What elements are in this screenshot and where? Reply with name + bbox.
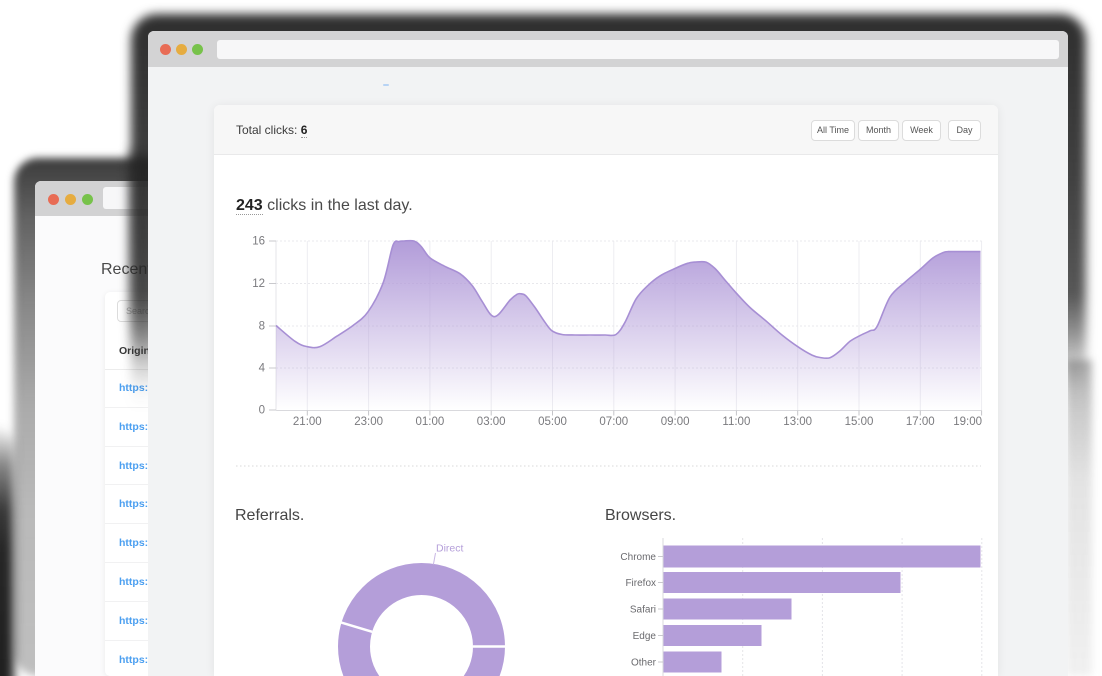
svg-text:4: 4 bbox=[259, 363, 266, 375]
svg-text:12: 12 bbox=[252, 278, 265, 290]
svg-text:11:00: 11:00 bbox=[722, 416, 750, 428]
svg-text:Direct: Direct bbox=[436, 543, 464, 555]
svg-text:Edge: Edge bbox=[633, 631, 657, 642]
svg-text:0: 0 bbox=[259, 405, 265, 417]
svg-text:15:00: 15:00 bbox=[845, 416, 874, 428]
svg-text:Safari: Safari bbox=[630, 605, 656, 616]
svg-text:23:00: 23:00 bbox=[354, 416, 383, 428]
svg-text:16: 16 bbox=[252, 236, 265, 248]
svg-text:03:00: 03:00 bbox=[477, 416, 506, 428]
svg-text:17:00: 17:00 bbox=[906, 416, 935, 428]
svg-text:Other: Other bbox=[631, 658, 657, 669]
svg-text:21:00: 21:00 bbox=[293, 416, 322, 428]
svg-text:09:00: 09:00 bbox=[661, 416, 690, 428]
svg-text:19:00: 19:00 bbox=[953, 416, 982, 428]
svg-text:05:00: 05:00 bbox=[538, 416, 567, 428]
svg-text:01:00: 01:00 bbox=[416, 416, 445, 428]
svg-text:Firefox: Firefox bbox=[625, 578, 656, 589]
svg-text:8: 8 bbox=[259, 321, 265, 333]
svg-text:13:00: 13:00 bbox=[783, 416, 812, 428]
svg-text:07:00: 07:00 bbox=[599, 416, 628, 428]
svg-text:Chrome: Chrome bbox=[620, 552, 656, 563]
